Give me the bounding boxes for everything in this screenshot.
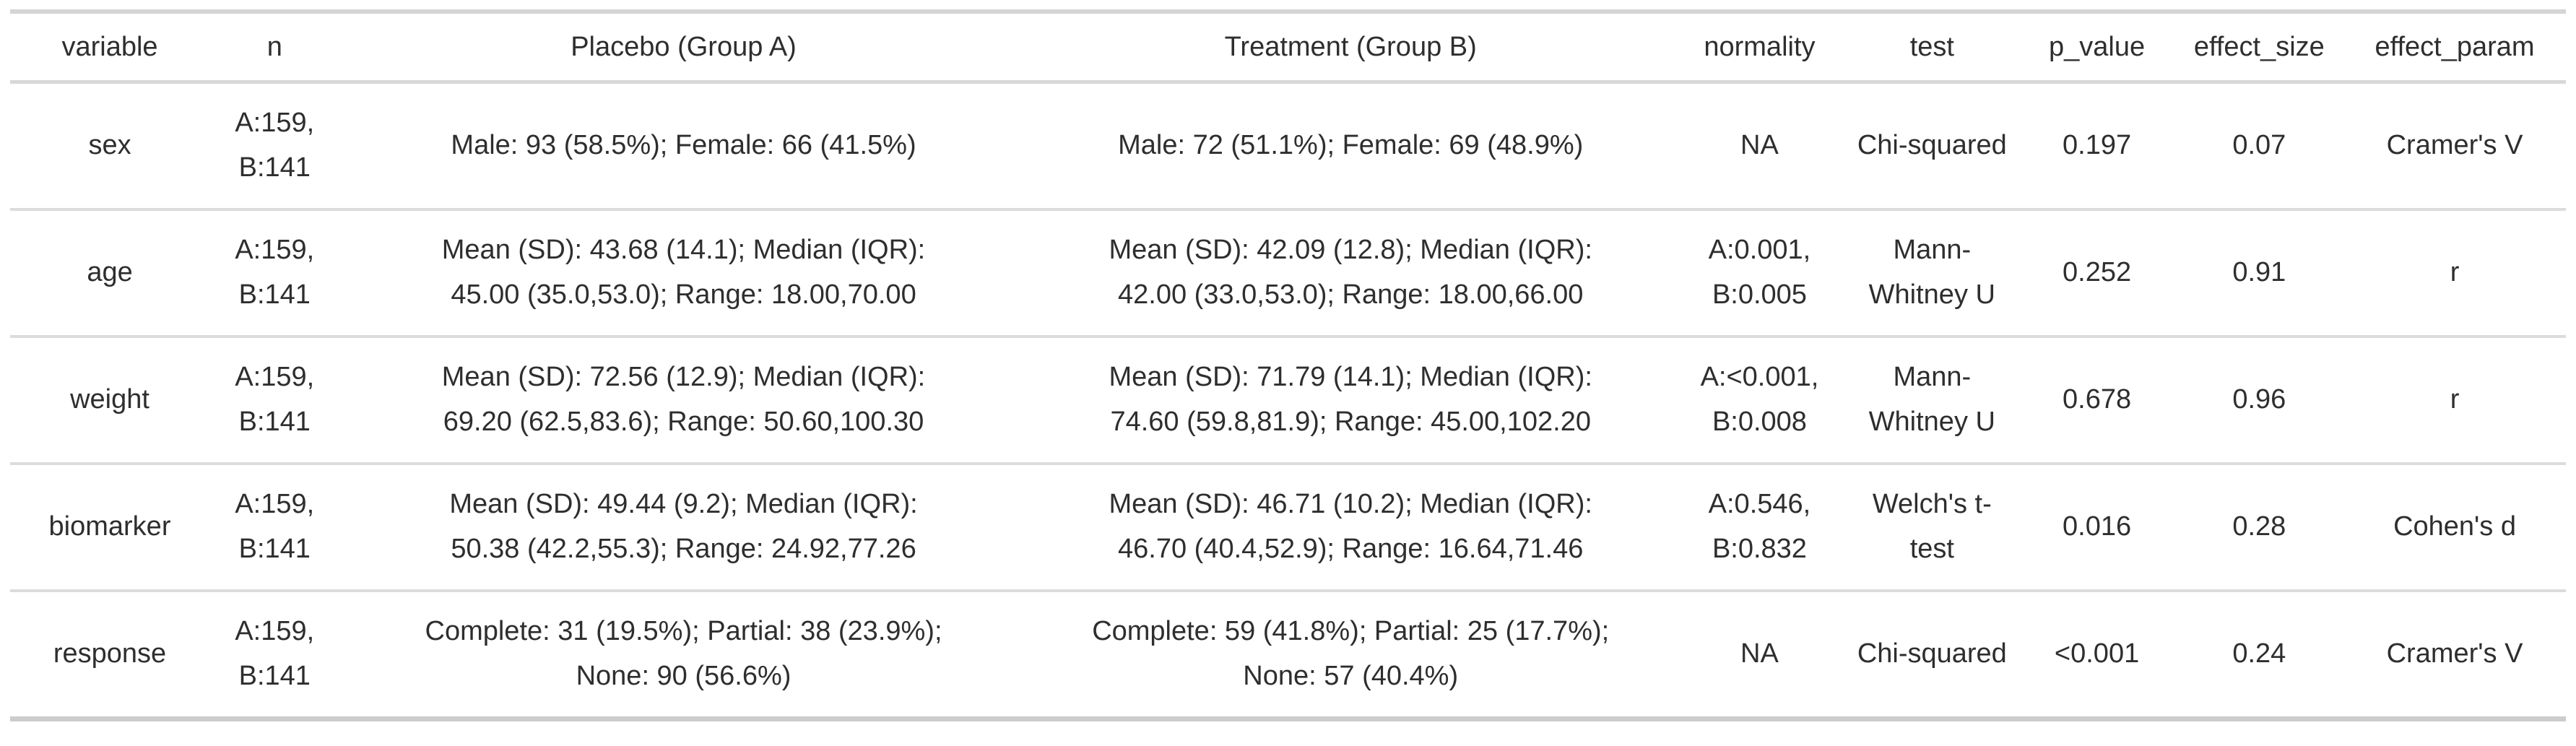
cell-treatment: Mean (SD): 71.79 (14.1); Median (IQR): 7… (1027, 337, 1674, 465)
cell-variable: sex (10, 82, 210, 211)
group-comparison-table: variable n Placebo (Group A) Treatment (… (10, 9, 2566, 721)
cell-effect-param: Cramer's V (2343, 82, 2566, 211)
table-body: sex A:159, B:141 Male: 93 (58.5%); Femal… (10, 82, 2566, 719)
column-header-effect-size: effect_size (2174, 12, 2344, 84)
cell-n: A:159, B:141 (235, 616, 315, 691)
cell-variable: biomarker (10, 464, 210, 592)
column-header-n: n (209, 12, 340, 84)
cell-treatment: Complete: 59 (41.8%); Partial: 25 (17.7%… (1092, 616, 1610, 691)
column-header-treatment: Treatment (Group B) (1027, 12, 1674, 84)
table-row-weight: weight A:159, B:141 Mean (SD): 72.56 (12… (10, 337, 2566, 465)
cell-effect-size: 0.96 (2174, 337, 2344, 465)
column-header-variable: variable (10, 12, 210, 84)
stats-table-container: variable n Placebo (Group A) Treatment (… (10, 9, 2566, 721)
cell-variable: response (53, 638, 167, 669)
cell-p-value: <0.001 (2054, 638, 2140, 669)
cell-p-value: 0.197 (2018, 82, 2175, 211)
cell-treatment: Male: 72 (51.1%); Female: 69 (48.9%) (1027, 82, 1674, 211)
cell-n: A:159, B:141 (209, 82, 340, 211)
cell-test: Mann- Whitney U (1845, 209, 2019, 338)
cell-treatment: Mean (SD): 42.09 (12.8); Median (IQR): 4… (1027, 209, 1674, 338)
cell-placebo: Complete: 31 (19.5%); Partial: 38 (23.9%… (425, 616, 942, 691)
column-header-placebo: Placebo (Group A) (339, 12, 1028, 84)
column-header-p-value: p_value (2018, 12, 2175, 84)
cell-n: A:159, B:141 (209, 337, 340, 465)
cell-effect-size: 0.28 (2174, 464, 2344, 592)
table-header: variable n Placebo (Group A) Treatment (… (10, 12, 2566, 84)
cell-n: A:159, B:141 (209, 209, 340, 338)
cell-normality: NA (1740, 638, 1779, 669)
cell-variable: age (10, 209, 210, 338)
cell-normality: NA (1673, 82, 1845, 211)
cell-effect-param: Cramer's V (2386, 638, 2523, 669)
column-header-test: test (1845, 12, 2019, 84)
cell-test: Chi-squared (1857, 638, 2007, 669)
cell-normality: A:<0.001, B:0.008 (1673, 337, 1845, 465)
cell-normality: A:0.001, B:0.005 (1673, 209, 1845, 338)
header-row: variable n Placebo (Group A) Treatment (… (10, 12, 2566, 84)
cell-effect-size: 0.07 (2174, 82, 2344, 211)
cell-p-value: 0.678 (2018, 337, 2175, 465)
cell-placebo: Mean (SD): 72.56 (12.9); Median (IQR): 6… (339, 337, 1028, 465)
cell-treatment: Mean (SD): 46.71 (10.2); Median (IQR): 4… (1027, 464, 1674, 592)
cell-normality: A:0.546, B:0.832 (1673, 464, 1845, 592)
cell-p-value: 0.252 (2018, 209, 2175, 338)
cell-test: Mann- Whitney U (1845, 337, 2019, 465)
cell-effect-size: 0.24 (2232, 638, 2286, 669)
cell-effect-size: 0.91 (2174, 209, 2344, 338)
cell-n: A:159, B:141 (209, 464, 340, 592)
table-row-response: response A:159, B:141 Complete: 31 (19.5… (10, 591, 2566, 719)
table-row-biomarker: biomarker A:159, B:141 Mean (SD): 49.44 … (10, 464, 2566, 592)
cell-variable: weight (10, 337, 210, 465)
cell-p-value: 0.016 (2018, 464, 2175, 592)
cell-test: Chi-squared (1845, 82, 2019, 211)
cell-placebo: Male: 93 (58.5%); Female: 66 (41.5%) (339, 82, 1028, 211)
cell-placebo: Mean (SD): 43.68 (14.1); Median (IQR): 4… (339, 209, 1028, 338)
cell-effect-param: r (2343, 337, 2566, 465)
cell-test: Welch's t- test (1845, 464, 2019, 592)
column-header-effect-param: effect_param (2343, 12, 2566, 84)
cell-placebo: Mean (SD): 49.44 (9.2); Median (IQR): 50… (339, 464, 1028, 592)
cell-effect-param: r (2343, 209, 2566, 338)
cell-effect-param: Cohen's d (2343, 464, 2566, 592)
column-header-normality: normality (1673, 12, 1845, 84)
table-row-age: age A:159, B:141 Mean (SD): 43.68 (14.1)… (10, 209, 2566, 338)
table-row-sex: sex A:159, B:141 Male: 93 (58.5%); Femal… (10, 82, 2566, 211)
